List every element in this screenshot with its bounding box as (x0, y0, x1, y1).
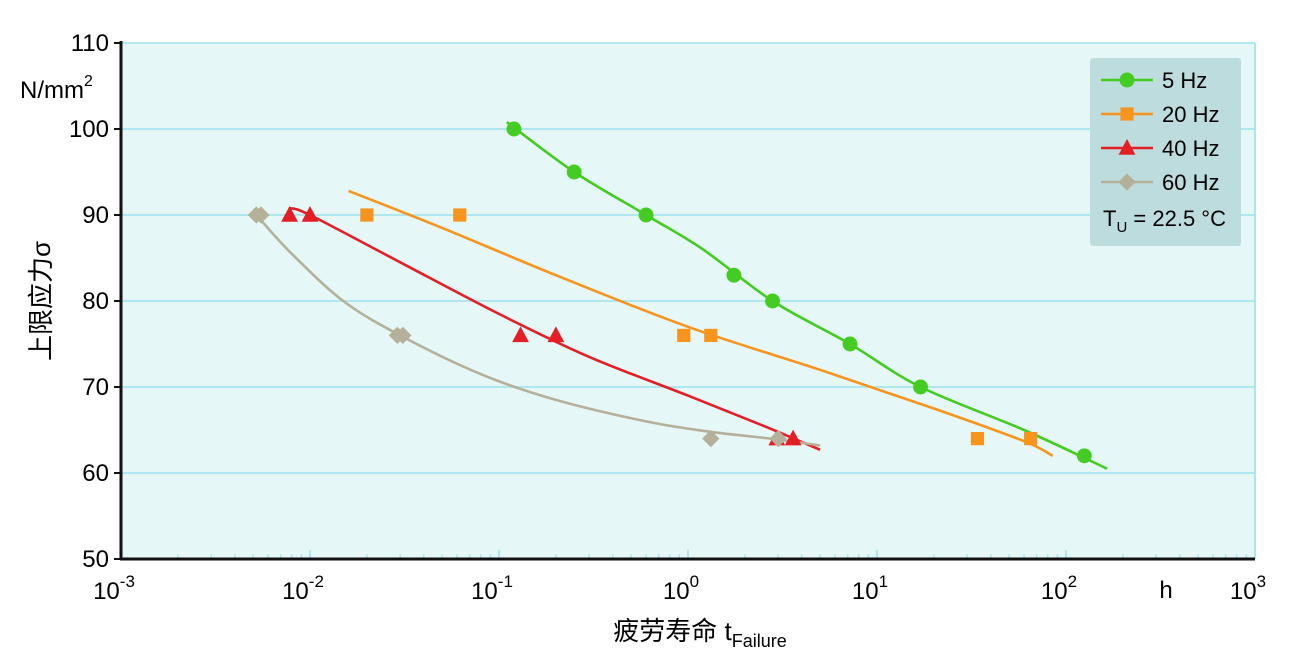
x-tick-label-base: 10 (93, 578, 120, 605)
legend-label-20hz: 20 Hz (1162, 102, 1219, 127)
data-point-40hz (281, 206, 299, 222)
legend-note-rest: = 22.5 °C (1127, 206, 1226, 231)
x-tick-label: 100 (663, 572, 699, 605)
x-tick-label-exp: 3 (1257, 572, 1266, 591)
legend-note: TU = 22.5 °C (1103, 206, 1226, 236)
x-tick-label-exp: 1 (879, 572, 888, 591)
data-points (247, 121, 1092, 464)
y-tick-label: 90 (82, 202, 109, 229)
x-axis-label-sub: Failure (732, 631, 787, 651)
x-tick-label-base: 10 (1041, 578, 1068, 605)
x-tick-label-exp: -2 (309, 572, 324, 591)
data-point-20hz (453, 208, 467, 222)
x-tick-label-exp: -3 (120, 572, 135, 591)
y-axis-unit-sup: 2 (84, 73, 93, 90)
data-point-5hz (765, 293, 780, 309)
data-point-60hz (702, 429, 720, 448)
x-tick-labels: 10-3 10-2 10-1 100 101 102 103 (93, 572, 1266, 605)
y-axis-unit-base: N/mm (20, 77, 84, 104)
fit-line-60hz (255, 214, 821, 447)
legend-label-5hz: 5 Hz (1162, 68, 1207, 93)
x-tick-label-base: 10 (852, 578, 879, 605)
data-point-20hz (677, 328, 691, 342)
data-point-5hz (638, 207, 654, 223)
y-axis-unit: N/mm2 (20, 73, 93, 104)
y-tick-label: 50 (82, 546, 109, 573)
data-point-5hz (1076, 448, 1092, 464)
x-tick-label: 10-2 (282, 572, 324, 605)
x-tick-label-base: 10 (471, 578, 498, 605)
data-point-5hz (913, 379, 928, 395)
y-tick-label: 80 (82, 288, 109, 315)
data-point-60hz (394, 326, 412, 345)
y-tick-label: 70 (82, 374, 109, 401)
legend-marker-40hz (1118, 139, 1136, 155)
legend: 5 Hz 20 Hz 40 Hz 60 Hz TU = 22.5 °C (1090, 58, 1241, 246)
axes (114, 41, 1255, 561)
fit-line-40hz (289, 206, 821, 451)
data-point-20hz (360, 208, 374, 222)
data-point-5hz (842, 336, 858, 352)
y-tick-label: 110 (71, 30, 109, 57)
fit-line-20hz (348, 189, 1054, 457)
legend-box (1090, 58, 1241, 246)
legend-note-base: T (1103, 206, 1116, 231)
y-axis-label: 上限应力σ (26, 241, 56, 361)
x-tick-label-base: 10 (1230, 578, 1257, 605)
x-axis-label-main: 疲劳寿命 t (613, 616, 732, 646)
data-point-40hz (301, 206, 319, 222)
x-tick-label-base: 10 (663, 578, 690, 605)
data-point-20hz (970, 432, 985, 446)
x-tick-label: 103 (1230, 572, 1266, 605)
data-point-60hz (769, 429, 787, 448)
x-tick-label-exp: -1 (498, 572, 513, 591)
data-point-40hz (512, 326, 529, 343)
legend-marker-5hz (1119, 72, 1135, 88)
y-tick-labels: 50 60 70 80 90 100 110 (69, 30, 109, 573)
x-tick-label: 101 (852, 572, 888, 605)
x-tick-label: 102 (1041, 572, 1077, 605)
data-point-20hz (1024, 432, 1038, 446)
y-tick-label: 60 (82, 460, 109, 487)
x-tick-label-exp: 2 (1068, 572, 1077, 591)
legend-label-40hz: 40 Hz (1162, 136, 1219, 161)
data-point-5hz (506, 121, 522, 137)
x-axis-label: 疲劳寿命 tFailure (613, 616, 786, 651)
x-tick-label: 10-1 (471, 572, 513, 605)
data-point-5hz (726, 267, 742, 283)
legend-label-60hz: 60 Hz (1162, 170, 1219, 195)
data-point-60hz (252, 206, 270, 224)
x-tick-label-exp: 0 (690, 572, 699, 591)
legend-marker-20hz (1120, 107, 1134, 121)
x-tick-label-base: 10 (282, 578, 309, 605)
data-point-5hz (566, 164, 582, 180)
x-axis-unit: h (1159, 577, 1172, 604)
x-tick-label: 10-3 (93, 572, 135, 605)
data-point-20hz (704, 328, 718, 342)
y-tick-label: 100 (69, 116, 109, 143)
data-point-40hz (547, 326, 565, 343)
legend-marker-60hz (1118, 173, 1136, 191)
legend-note-sub: U (1116, 219, 1127, 236)
data-point-40hz (784, 429, 802, 446)
